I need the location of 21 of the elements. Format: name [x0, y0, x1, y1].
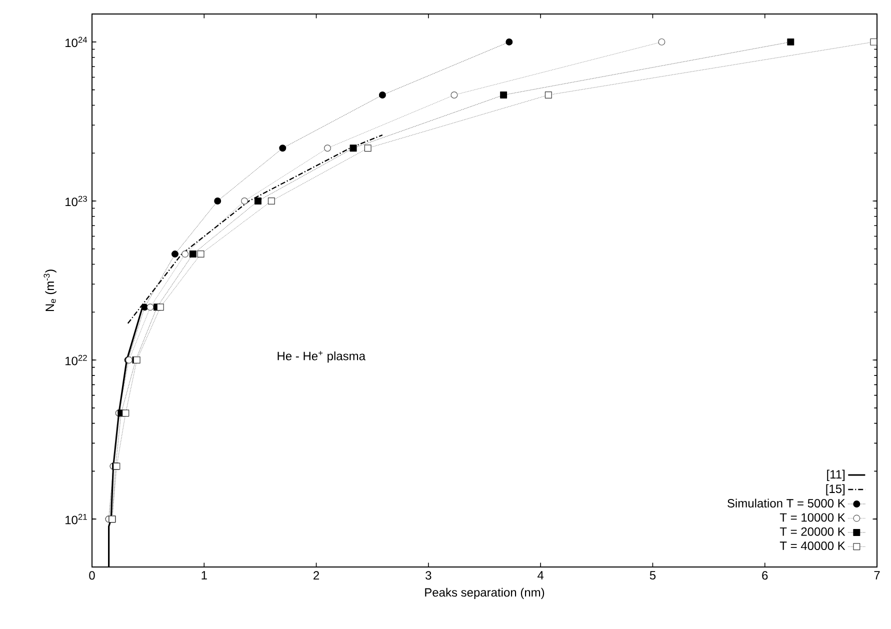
- x-tick-label: 7: [874, 571, 880, 580]
- y-tick-label: 10$^{22}$: [66, 354, 87, 366]
- legend-label: T = 40000 K: [780, 542, 846, 550]
- x-tick-label: 6: [762, 571, 768, 580]
- x-tick-label: 5: [650, 571, 656, 580]
- x-tick-label: 1: [202, 571, 207, 580]
- x-tick-label: 3: [426, 571, 432, 580]
- x-tick-label: 2: [314, 571, 320, 580]
- legend-label: [11]: [827, 470, 845, 481]
- y-axis-title: N$_{e}$ (m$^{-3}$): [44, 270, 56, 312]
- y-tick-label: 10$^{21}$: [66, 514, 87, 524]
- x-axis-title: Peaks separation (nm): [425, 588, 544, 600]
- legend-label: T = 20000 K: [780, 527, 846, 536]
- annotation: He - He$^{+}$ plasma: [278, 350, 366, 363]
- y-tick-label: 10$^{24}$: [66, 36, 88, 48]
- x-tick-label: 0: [89, 571, 95, 580]
- legend-label: [15]: [826, 484, 845, 496]
- x-tick-label: 4: [538, 571, 544, 580]
- legend-label: Simulation T = 5000 K: [728, 498, 846, 508]
- legend-label: T = 10000 K: [780, 513, 846, 522]
- y-tick-label: 10$^{23}$: [66, 196, 87, 206]
